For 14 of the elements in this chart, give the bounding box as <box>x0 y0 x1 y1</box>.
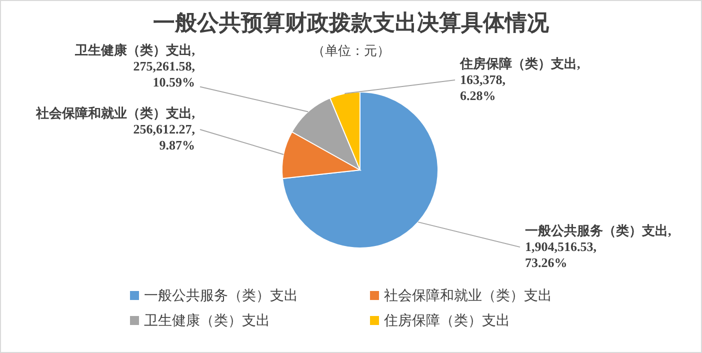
chart-title: 一般公共预算财政拨款支出决算具体情况 <box>153 10 550 35</box>
chart-subtitle: （单位：元） <box>312 43 390 58</box>
legend-label: 住房保障（类）支出 <box>383 313 510 329</box>
text: 256,612.27, 9.87% <box>133 121 195 152</box>
legend-label: 社会保障和就业（类）支出 <box>384 288 552 304</box>
legend-label: 一般公共服务（类）支出 <box>144 288 298 304</box>
text: 275,261.58, 10.59% <box>133 58 195 90</box>
category-label: 一般公共服务（类）支出, <box>525 223 672 238</box>
text: 1,904,516.53, 73.26% <box>525 239 596 270</box>
legend-label: 卫生健康（类）支出 <box>144 313 270 329</box>
category-label: 住房保障（类）支出, <box>460 56 580 71</box>
text: 163,378, 6.28% <box>460 72 506 103</box>
category-label: 社会保障和就业（类）支出, <box>36 105 195 120</box>
category-label: 卫生健康（类）支出, <box>74 42 195 58</box>
